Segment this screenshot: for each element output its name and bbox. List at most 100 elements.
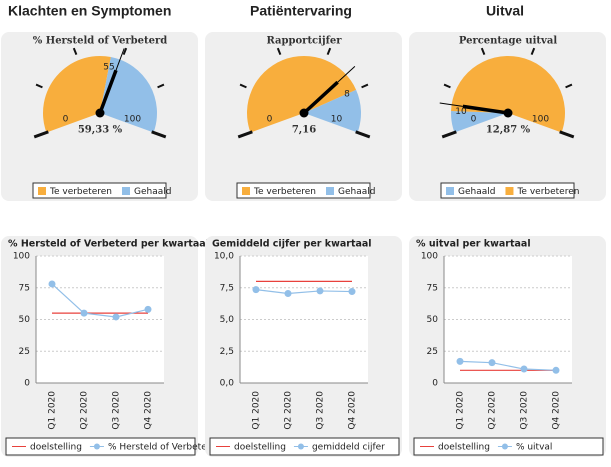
x-tick-label: Q4 2020 (552, 391, 562, 430)
y-tick-label: 100 (421, 252, 438, 262)
gauge-band (304, 89, 361, 133)
gauge-title: Rapportcijfer (267, 36, 343, 47)
x-tick-label: Q2 2020 (284, 391, 294, 430)
gauge-tick (480, 47, 486, 55)
gauge-value-label: 12,87 % (486, 125, 531, 136)
point (348, 288, 356, 296)
gauge-value-label: 7,16 (292, 125, 316, 136)
section-header: Uitval (486, 3, 524, 19)
gauge-tick (361, 83, 369, 89)
legend-marker (501, 443, 508, 450)
legend-label: Te verbeteren (49, 187, 112, 197)
gauge-min-label: 0 (471, 115, 477, 125)
y-tick-label: 10,0 (214, 252, 234, 262)
gauge-tick (151, 130, 167, 139)
series-line (255, 289, 353, 295)
legend-label: Gehaald (458, 187, 495, 197)
legend-swatch (326, 187, 334, 195)
gauge-tick (355, 130, 371, 139)
section-header: Klachten en Symptomen (8, 3, 171, 19)
y-tick-label: 5,0 (220, 315, 235, 325)
gauge-tick (35, 83, 43, 89)
point (488, 359, 496, 367)
point (316, 287, 324, 295)
gauge-min-label: 0 (267, 115, 273, 125)
needle-tip (115, 48, 125, 71)
gauge-title: Percentage uitval (459, 36, 558, 47)
legend-label: doelstelling (30, 443, 82, 453)
legend-label: Gehaald (134, 187, 171, 197)
y-tick-label: 75 (19, 283, 30, 293)
y-tick-label: 0 (432, 379, 438, 389)
gauge-band (42, 56, 111, 133)
needle-hub (503, 108, 513, 118)
gauge-tick (239, 83, 247, 89)
gauge-target-label: 55 (103, 62, 114, 72)
point (112, 313, 120, 321)
legend-label: doelstelling (438, 443, 490, 453)
needle-tip (337, 66, 356, 83)
x-tick-label: Q3 2020 (316, 391, 326, 430)
gauge-tick (441, 130, 457, 139)
gauge-tick (326, 47, 332, 55)
x-tick-label: Q2 2020 (488, 391, 498, 430)
point (284, 289, 292, 297)
y-tick-label: 2,5 (220, 347, 234, 357)
gauge-tick (237, 130, 253, 139)
chart-title: % Hersteld of Verbeterd per kwartaal (8, 239, 209, 250)
legend-label: doelstelling (234, 443, 286, 453)
y-tick-label: 50 (19, 315, 31, 325)
x-tick-label: Q3 2020 (112, 391, 122, 430)
point (456, 357, 464, 365)
y-tick-label: 25 (427, 347, 438, 357)
x-tick-label: Q1 2020 (456, 391, 466, 430)
y-tick-label: 75 (427, 283, 438, 293)
gauge-tick (443, 83, 451, 89)
point (552, 366, 560, 374)
x-tick-label: Q4 2020 (144, 391, 154, 430)
y-tick-label: 100 (13, 252, 30, 262)
y-tick-label: 0 (24, 379, 30, 389)
gauge-title: % Hersteld of Verbeterd (33, 36, 167, 47)
gauge-min-label: 0 (63, 115, 69, 125)
gauge-value-label: 59,33 % (78, 125, 123, 136)
legend-swatch (446, 187, 454, 195)
series-line (51, 283, 149, 318)
needle (302, 80, 339, 115)
gauge-target-label: 8 (344, 89, 350, 99)
y-tick-label: 25 (19, 347, 30, 357)
gauge-band (246, 55, 357, 133)
gauge-band (451, 56, 566, 133)
point (252, 286, 260, 294)
point (144, 305, 152, 313)
legend-marker (93, 443, 100, 450)
x-tick-label: Q1 2020 (252, 391, 262, 430)
point (80, 309, 88, 317)
y-tick-label: 7,5 (220, 283, 234, 293)
point (48, 280, 56, 288)
legend-label: Gehaald (338, 187, 375, 197)
x-tick-label: Q3 2020 (520, 391, 530, 430)
gauge-tick (157, 83, 165, 89)
gauge-tick (122, 47, 128, 55)
y-tick-label: 0,0 (220, 379, 235, 389)
gauge-max-label: 100 (532, 115, 549, 125)
gauge-tick (276, 47, 282, 55)
x-tick-label: Q2 2020 (80, 391, 90, 430)
gauge-tick (565, 83, 573, 89)
x-tick-label: Q1 2020 (48, 391, 58, 430)
series-line (459, 360, 557, 371)
needle (98, 69, 118, 114)
chart-title: % uitval per kwartaal (416, 239, 531, 250)
needle-hub (299, 108, 309, 118)
chart-title: Gemiddeld cijfer per kwartaal (212, 239, 372, 250)
gauge-max-label: 10 (331, 115, 343, 125)
section-header: Patiëntervaring (250, 3, 352, 19)
gauge-tick (33, 130, 49, 139)
gauge-band (451, 111, 508, 133)
legend-swatch (38, 187, 46, 195)
legend-label: Te verbeteren (516, 187, 579, 197)
gauge-tick (559, 130, 575, 139)
